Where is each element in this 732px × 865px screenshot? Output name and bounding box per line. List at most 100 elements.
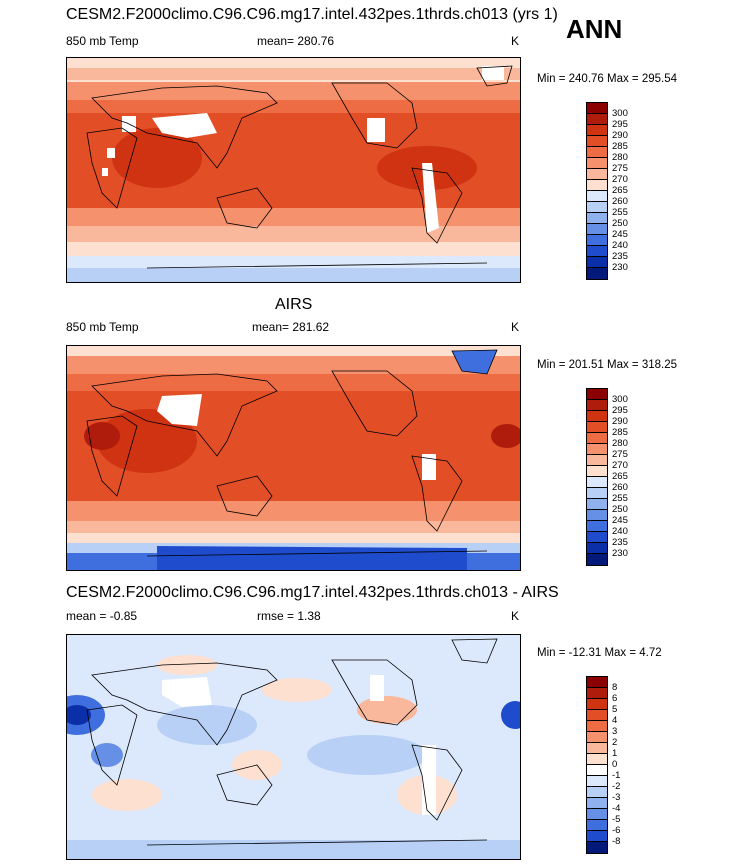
colorbar-label: 235: [612, 537, 628, 548]
colorbar-box: [587, 213, 607, 224]
colorbar-label: 2: [612, 737, 618, 748]
colorbar-box: [587, 444, 607, 455]
colorbar-label: 260: [612, 482, 628, 493]
colorbar-box: [587, 732, 607, 743]
colorbar-box: [587, 191, 607, 202]
panel2-minmax: Min = 201.51 Max = 318.25: [537, 359, 678, 371]
colorbar-label: 285: [612, 141, 628, 152]
colorbar-label: 5: [612, 704, 618, 715]
colorbar-label: -6: [612, 825, 621, 836]
colorbar-label: -4: [612, 803, 621, 814]
colorbar-label: 4: [612, 715, 618, 726]
colorbar-box: [587, 831, 607, 842]
colorbar-box: [587, 158, 607, 169]
colorbar-label: 3: [612, 726, 618, 737]
panel1-units: K: [511, 34, 520, 48]
colorbar-label: 230: [612, 262, 628, 273]
colorbar-box: [587, 554, 607, 565]
colorbar-box: [587, 400, 607, 411]
panel3-colorbar: [586, 676, 608, 854]
panel1-field: 850 mb Temp: [66, 34, 139, 48]
colorbar-box: [587, 532, 607, 543]
colorbar-box: [587, 433, 607, 444]
colorbar-box: [587, 842, 607, 853]
colorbar-box: [587, 422, 607, 433]
colorbar-box: [587, 136, 607, 147]
colorbar-label: 295: [612, 119, 628, 130]
colorbar-box: [587, 743, 607, 754]
panel3-map: [66, 634, 521, 860]
colorbar-box: [587, 710, 607, 721]
panel2-map: [66, 345, 521, 571]
colorbar-label: 8: [612, 682, 618, 693]
colorbar-label: 0: [612, 759, 618, 770]
colorbar-label: -1: [612, 770, 621, 781]
panel1-title: CESM2.F2000climo.C96.C96.mg17.intel.432p…: [66, 6, 558, 23]
colorbar-label: 240: [612, 526, 628, 537]
panel3-mean: mean = -0.85: [66, 609, 138, 623]
colorbar-box: [587, 809, 607, 820]
colorbar-box: [587, 754, 607, 765]
panel2-colorbar: [586, 388, 608, 566]
panel2-field: 850 mb Temp: [66, 320, 139, 334]
colorbar-label: -3: [612, 792, 621, 803]
colorbar-box: [587, 268, 607, 279]
colorbar-label: 260: [612, 196, 628, 207]
colorbar-label: 300: [612, 394, 628, 405]
colorbar-box: [587, 776, 607, 787]
colorbar-box: [587, 765, 607, 776]
panel3-units: K: [511, 609, 520, 623]
colorbar-label: 300: [612, 108, 628, 119]
panel2-title: AIRS: [275, 296, 313, 313]
colorbar-box: [587, 147, 607, 158]
panel1-colorbar: [586, 102, 608, 280]
colorbar-box: [587, 202, 607, 213]
colorbar-box: [587, 466, 607, 477]
colorbar-box: [587, 688, 607, 699]
colorbar-box: [587, 114, 607, 125]
panel1-mean: mean= 280.76: [257, 34, 335, 48]
colorbar-label: 285: [612, 427, 628, 438]
colorbar-label: -2: [612, 781, 621, 792]
colorbar-box: [587, 169, 607, 180]
panel2-mean: mean= 281.62: [252, 320, 330, 334]
panel2-units: K: [511, 320, 520, 334]
colorbar-label: 255: [612, 493, 628, 504]
colorbar-label: 235: [612, 251, 628, 262]
colorbar-box: [587, 235, 607, 246]
colorbar-label: 280: [612, 152, 628, 163]
colorbar-label: 265: [612, 471, 628, 482]
colorbar-box: [587, 103, 607, 114]
colorbar-box: [587, 499, 607, 510]
season-label: ANN: [566, 14, 623, 44]
colorbar-box: [587, 455, 607, 466]
colorbar-box: [587, 510, 607, 521]
panel3-rmse: rmse = 1.38: [257, 609, 321, 623]
panel1-minmax: Min = 240.76 Max = 295.54: [537, 73, 678, 85]
panel1-map: [66, 57, 521, 283]
colorbar-box: [587, 820, 607, 831]
colorbar-box: [587, 125, 607, 136]
colorbar-label: 270: [612, 460, 628, 471]
colorbar-box: [587, 699, 607, 710]
colorbar-box: [587, 224, 607, 235]
colorbar-label: 275: [612, 449, 628, 460]
colorbar-label: 6: [612, 693, 618, 704]
colorbar-label: 1: [612, 748, 618, 759]
panel3-minmax: Min = -12.31 Max = 4.72: [537, 647, 662, 659]
colorbar-box: [587, 477, 607, 488]
colorbar-label: 275: [612, 163, 628, 174]
colorbar-box: [587, 787, 607, 798]
colorbar-label: 250: [612, 218, 628, 229]
colorbar-label: 245: [612, 229, 628, 240]
colorbar-box: [587, 488, 607, 499]
colorbar-label: 230: [612, 548, 628, 559]
colorbar-box: [587, 389, 607, 400]
colorbar-label: 290: [612, 130, 628, 141]
colorbar-label: -5: [612, 814, 621, 825]
colorbar-box: [587, 411, 607, 422]
colorbar-label: 250: [612, 504, 628, 515]
colorbar-label: 270: [612, 174, 628, 185]
colorbar-box: [587, 721, 607, 732]
colorbar-box: [587, 257, 607, 268]
